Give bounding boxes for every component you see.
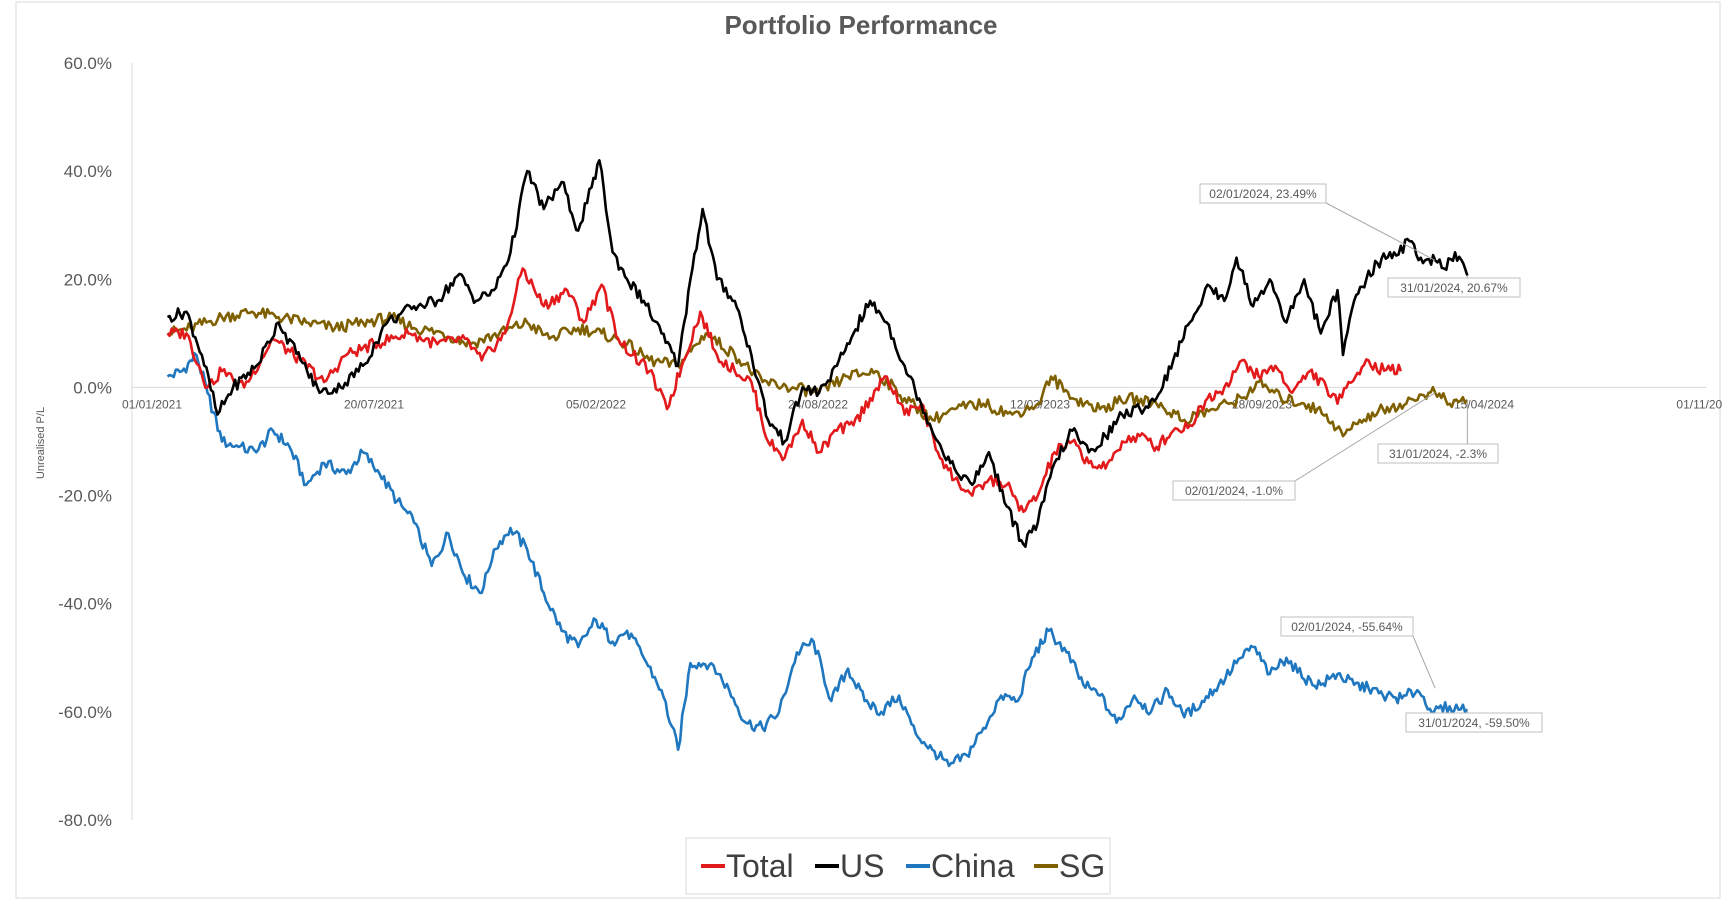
callout-leader (1325, 202, 1436, 261)
y-tick-label: -20.0% (58, 487, 112, 506)
data-callout: 02/01/2024, 23.49% (1199, 183, 1436, 261)
y-tick-label: -60.0% (58, 703, 112, 722)
callout-box (1172, 480, 1296, 501)
legend-entry-total: Total (701, 848, 794, 884)
x-tick-label: 01/11/2024 (1676, 397, 1722, 411)
callout-box (1387, 277, 1521, 298)
legend-label: SG (1059, 848, 1105, 884)
x-tick-label: 15/04/2024 (1454, 397, 1514, 411)
callout-leader (1294, 392, 1436, 482)
legend-entry-us: US (815, 848, 884, 884)
callout-label: 02/01/2024, -55.64% (1291, 620, 1403, 634)
x-tick-label: 24/08/2022 (788, 397, 848, 411)
data-callout: 02/01/2024, -55.64% (1280, 616, 1436, 689)
legend-label: China (931, 848, 1015, 884)
callout-box (1280, 616, 1414, 637)
callout-label: 31/01/2024, 20.67% (1400, 281, 1508, 295)
chart-title: Portfolio Performance (724, 10, 997, 40)
callout-box (1199, 183, 1327, 204)
callout-box (1405, 712, 1543, 733)
callout-label: 02/01/2024, -1.0% (1185, 484, 1283, 498)
x-tick-label: 28/09/2023 (1232, 397, 1292, 411)
annotation-layer: 02/01/2024, 23.49% 31/01/2024, 20.67% 02/0… (1172, 183, 1543, 733)
series-line-us (166, 159, 1469, 548)
data-callout: 31/01/2024, -2.3% (1377, 399, 1499, 464)
x-tick-label: 01/01/2021 (122, 397, 182, 411)
y-tick-label: 0.0% (73, 378, 112, 397)
callout-label: 02/01/2024, 23.49% (1209, 187, 1317, 201)
y-tick-label: 20.0% (64, 270, 112, 289)
series-layer (166, 159, 1469, 768)
legend-label: US (840, 848, 884, 884)
series-line-total (166, 267, 1403, 514)
series-line-sg (166, 307, 1469, 438)
data-callout: 31/01/2024, -59.50% (1405, 709, 1543, 733)
y-tick-label: 40.0% (64, 162, 112, 181)
callout-box (1377, 443, 1499, 464)
callout-leader (1412, 635, 1436, 689)
y-tick-label: -40.0% (58, 595, 112, 614)
y-tick-label: -80.0% (58, 811, 112, 830)
callout-label: 31/01/2024, -2.3% (1389, 447, 1487, 461)
data-callout: 31/01/2024, 20.67% (1387, 275, 1521, 298)
y-axis-label: Unrealised P/L (35, 407, 47, 479)
chart-border (15, 1, 1721, 899)
x-tick-label: 20/07/2021 (344, 397, 404, 411)
legend-entry-china: China (906, 848, 1015, 884)
legend-entry-sg: SG (1034, 848, 1105, 884)
legend: Total US China SG (685, 837, 1111, 895)
x-tick-label: 05/02/2022 (566, 397, 626, 411)
y-tick-label: 60.0% (64, 54, 112, 73)
series-line-china (166, 351, 1469, 768)
callout-label: 31/01/2024, -59.50% (1418, 716, 1530, 730)
data-callout: 02/01/2024, -1.0% (1172, 392, 1436, 501)
legend-label: Total (726, 848, 794, 884)
